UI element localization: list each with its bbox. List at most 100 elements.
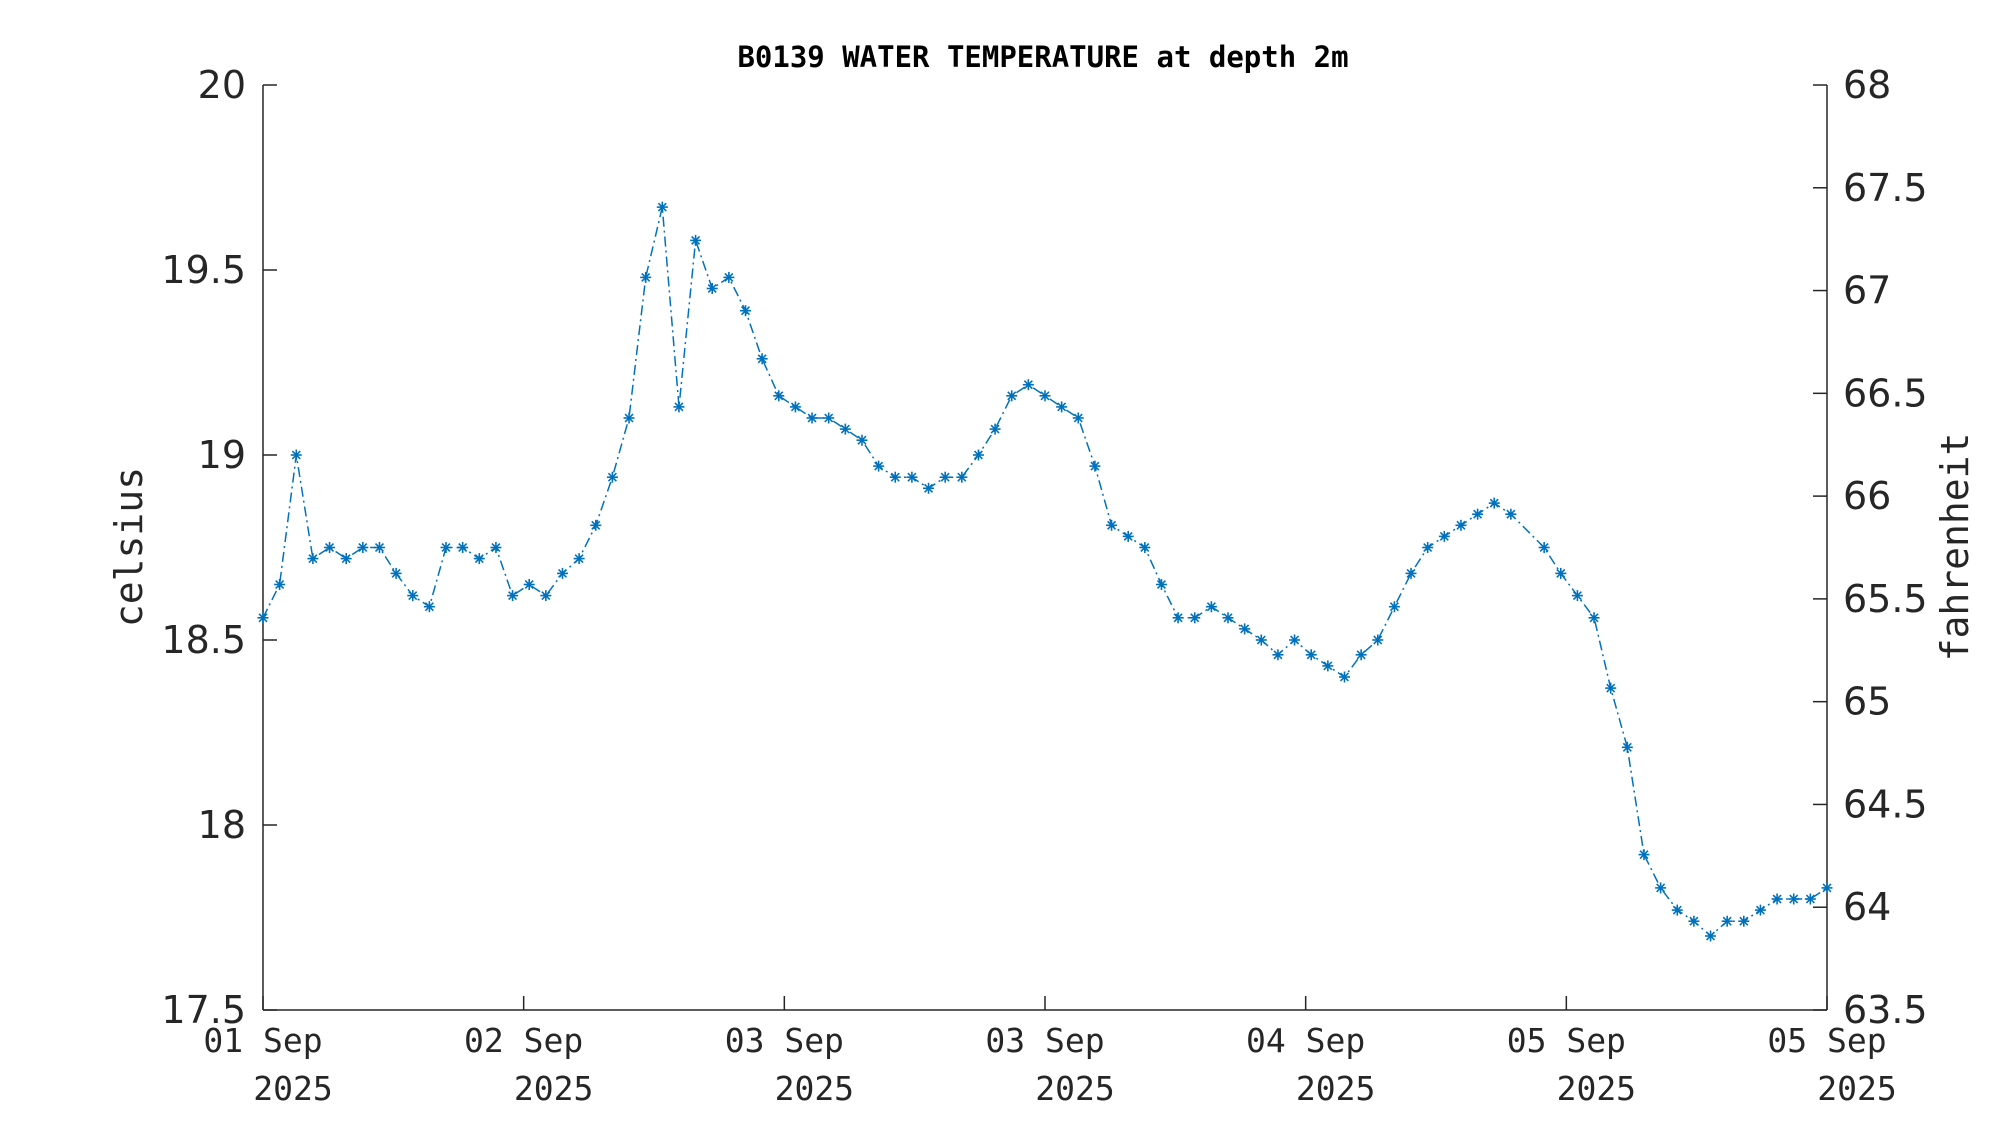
- x-tick-label-day: 05 Sep: [1507, 1021, 1626, 1060]
- data-point-marker: [507, 590, 519, 602]
- x-tick-label-day: 04 Sep: [1246, 1021, 1365, 1060]
- data-point-marker: [440, 542, 452, 553]
- x-tick-label-year: 2025: [1296, 1069, 1375, 1108]
- data-point-marker: [340, 553, 352, 565]
- data-point-marker: [1771, 893, 1783, 905]
- chart-title: B0139 WATER TEMPERATURE at depth 2m: [737, 40, 1348, 74]
- data-point-marker: [623, 412, 635, 424]
- data-point-marker: [1388, 601, 1400, 613]
- data-point-marker: [1106, 519, 1118, 531]
- data-point-marker: [1089, 460, 1101, 472]
- data-point-marker: [606, 471, 618, 483]
- y-tick-label-left: 19: [198, 433, 246, 477]
- x-tick-label-day: 01 Sep: [203, 1021, 322, 1060]
- x-tick-label-day: 03 Sep: [985, 1021, 1104, 1060]
- data-point-marker: [1538, 542, 1550, 553]
- data-point-marker: [1488, 497, 1500, 509]
- data-point-marker: [1605, 682, 1617, 694]
- data-point-marker: [1022, 379, 1034, 391]
- data-point-marker: [1671, 904, 1683, 916]
- data-point-marker: [1804, 893, 1816, 905]
- data-point-marker: [556, 567, 568, 579]
- y-axis-label-right: fahrenheit: [1933, 433, 1977, 662]
- data-point-marker: [1222, 612, 1234, 624]
- data-point-marker: [656, 201, 668, 213]
- x-tick-label-year: 2025: [1557, 1069, 1636, 1108]
- data-point-marker: [307, 553, 319, 565]
- data-point-marker: [1139, 542, 1151, 553]
- data-point-marker: [1588, 612, 1600, 624]
- data-point-marker: [1555, 567, 1567, 579]
- data-point-marker: [1056, 401, 1068, 413]
- y-tick-label-left: 18.5: [161, 618, 246, 662]
- y-tick-label-right: 64: [1843, 885, 1891, 929]
- data-point-marker: [257, 612, 269, 624]
- data-point-marker: [989, 423, 1001, 435]
- data-point-marker: [756, 353, 768, 365]
- data-point-marker: [839, 423, 851, 435]
- data-point-marker: [1172, 612, 1184, 624]
- tick-labels: 17.5 18 18.5 19 19.5 20 63.5 64 64.5 65 65.5 66 66.5…: [161, 63, 1927, 1108]
- data-point-marker: [1355, 649, 1367, 661]
- y-tick-label-right: 66.5: [1843, 371, 1928, 415]
- x-tick-label-day: 05 Sep: [1767, 1021, 1886, 1060]
- data-point-marker: [1472, 508, 1484, 520]
- y-tick-label-left: 17.5: [161, 988, 246, 1032]
- y-tick-label-left: 18: [198, 803, 246, 847]
- data-point-marker: [1189, 612, 1201, 624]
- data-point-marker: [1239, 623, 1251, 635]
- data-point-marker: [673, 401, 685, 413]
- data-point-marker: [690, 234, 702, 246]
- data-point-marker: [1621, 741, 1633, 753]
- data-point-marker: [1754, 904, 1766, 916]
- data-point-marker: [939, 471, 951, 483]
- data-point-marker: [1438, 530, 1450, 542]
- data-point-marker: [1039, 390, 1051, 402]
- data-point-marker: [290, 449, 302, 461]
- y-tick-label-right: 67: [1843, 269, 1891, 313]
- data-point-marker: [856, 434, 868, 446]
- y-axis-label-left: celsius: [107, 467, 151, 627]
- data-point-marker: [640, 271, 652, 283]
- x-tick-label-year: 2025: [775, 1069, 854, 1108]
- data-point-marker: [1422, 542, 1434, 553]
- data-point-marker: [1289, 634, 1301, 646]
- data-point-marker: [473, 553, 485, 565]
- data-point-marker: [1455, 519, 1467, 531]
- data-point-marker: [1688, 915, 1700, 927]
- data-point-marker: [972, 449, 984, 461]
- data-point-marker: [923, 482, 935, 494]
- data-point-marker: [373, 542, 385, 553]
- data-point-marker: [1255, 634, 1267, 646]
- y-tick-label-right: 67.5: [1843, 166, 1928, 210]
- y-tick-label-right: 68: [1843, 63, 1891, 107]
- data-series: [257, 201, 1833, 942]
- data-point-marker: [1322, 660, 1334, 672]
- data-point-marker: [1372, 634, 1384, 646]
- y-tick-label-right: 65: [1843, 680, 1891, 724]
- data-point-marker: [906, 471, 918, 483]
- data-point-marker: [1655, 882, 1667, 894]
- x-tick-label-year: 2025: [1035, 1069, 1114, 1108]
- data-point-marker: [1155, 579, 1167, 590]
- data-point-marker: [873, 460, 885, 472]
- data-point-marker: [540, 590, 552, 602]
- data-point-marker: [324, 542, 336, 553]
- y-tick-label-right: 66: [1843, 474, 1891, 518]
- data-point-marker: [723, 271, 735, 283]
- data-point-marker: [357, 542, 369, 553]
- data-point-marker: [573, 553, 585, 565]
- y-tick-label-left: 20: [198, 63, 246, 107]
- data-point-marker: [1305, 649, 1317, 661]
- data-point-marker: [956, 471, 968, 483]
- data-point-marker: [823, 412, 835, 424]
- data-point-marker: [1072, 412, 1084, 424]
- data-point-marker: [1122, 530, 1134, 542]
- data-point-marker: [457, 542, 469, 553]
- data-point-marker: [590, 519, 602, 531]
- data-point-marker: [740, 305, 752, 317]
- x-tick-label-year: 2025: [514, 1069, 593, 1108]
- data-point-marker: [407, 590, 419, 602]
- data-point-marker: [706, 283, 718, 294]
